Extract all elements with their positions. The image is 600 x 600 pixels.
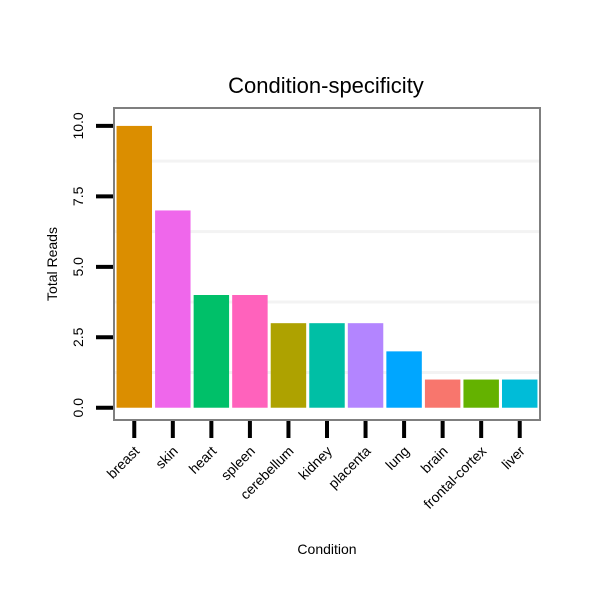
bar-breast [116, 125, 153, 408]
chart-title: Condition-specificity [228, 73, 424, 98]
bar-skin [155, 210, 191, 408]
x-tick-label-heart: heart [186, 443, 220, 477]
bar-placenta [347, 323, 384, 408]
x-axis-label: Condition [297, 541, 356, 557]
bar-frontal-cortex [463, 379, 499, 408]
plot-panel-border [113, 107, 541, 421]
bar-kidney [309, 323, 345, 408]
bars [116, 125, 538, 408]
y-tick-label: 2.5 [70, 327, 86, 347]
bar-spleen [232, 295, 268, 408]
x-tick-label-placenta: placenta [325, 443, 374, 492]
bar-brain [424, 379, 461, 408]
y-tick-label: 5.0 [70, 257, 86, 277]
bar-liver [501, 379, 538, 408]
x-tick-label-lung: lung [382, 443, 412, 473]
y-tick-label: 7.5 [70, 186, 86, 206]
x-tick-label-breast: breast [104, 443, 143, 482]
x-tick-label-skin: skin [152, 443, 181, 472]
x-tick-label-brain: brain [417, 443, 450, 476]
y-tick-label: 10.0 [70, 112, 86, 139]
x-axis: breast skin heartspleencerebellumkidneypla… [104, 421, 528, 512]
y-axis: 0.0 2.5 5.0 7.5 10.0 [70, 112, 113, 417]
x-tick-label-liver: liver [498, 443, 528, 473]
y-axis-label: Total Reads [44, 227, 60, 301]
bar-heart [193, 295, 230, 408]
bar-cerebellum [270, 323, 307, 408]
y-tick-label: 0.0 [70, 398, 86, 418]
bar-lung [386, 351, 422, 408]
